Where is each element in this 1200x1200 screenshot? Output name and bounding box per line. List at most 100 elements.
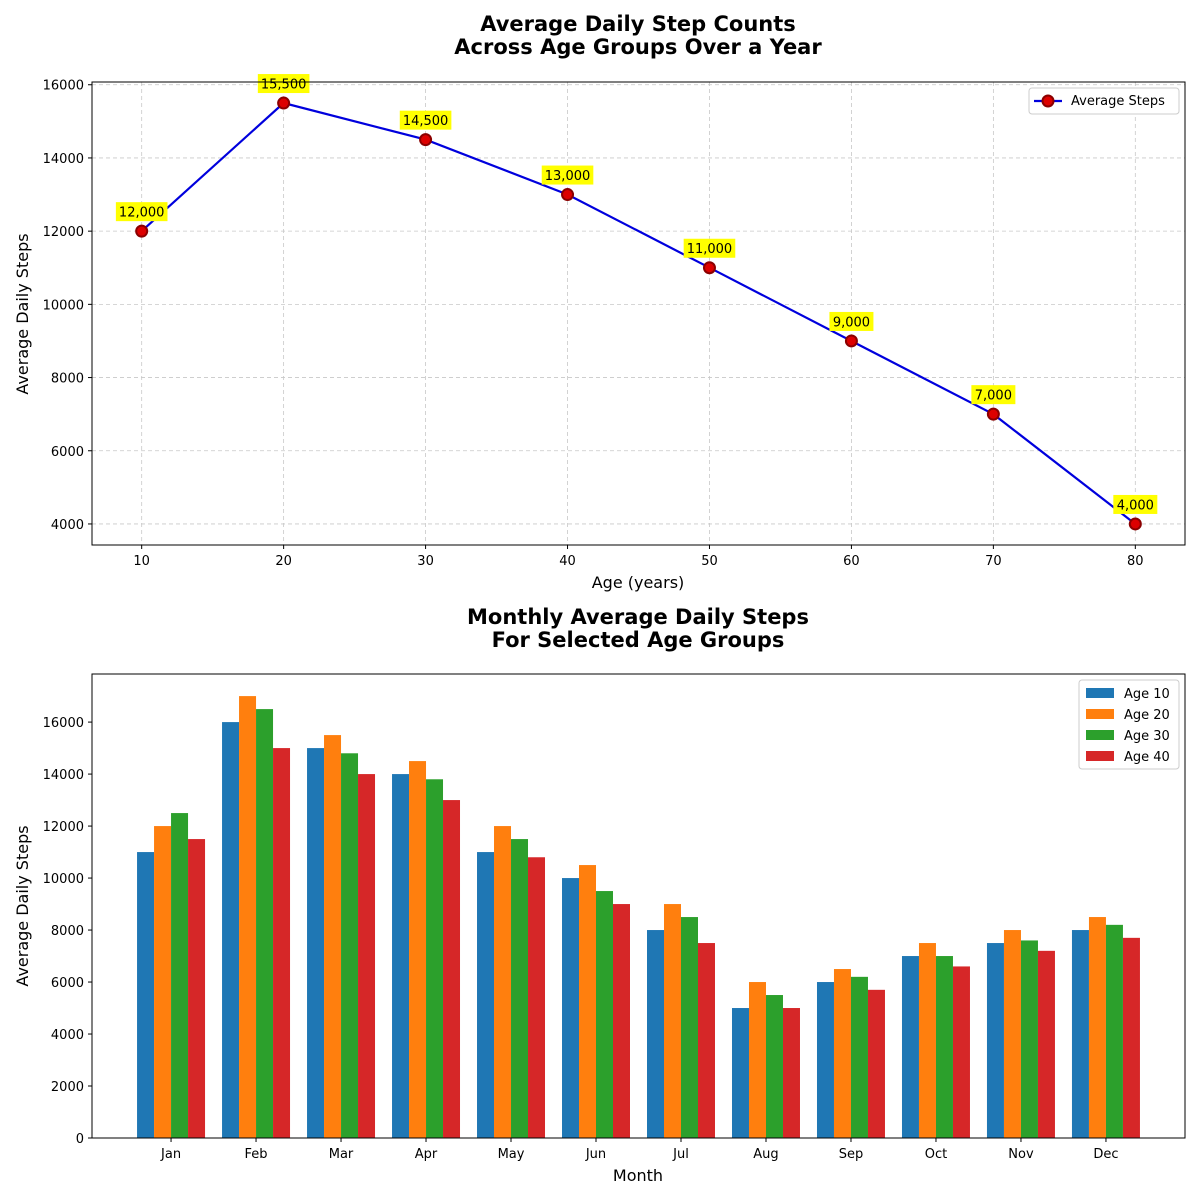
- annotation-box: [683, 238, 736, 258]
- bar: [613, 904, 631, 1138]
- bar: [188, 839, 206, 1138]
- legend-label-average-steps: Average Steps: [1071, 94, 1165, 109]
- annotation-box: [541, 165, 594, 185]
- x-tick-label: 80: [1127, 554, 1144, 569]
- legend-label: Age 30: [1124, 729, 1170, 744]
- line-chart-ticks: 10 20 30 40 50 60 70 80 4000 6000 8000 10000 12000 14…: [43, 79, 1144, 569]
- x-tick-label: Apr: [415, 1147, 438, 1162]
- y-tick-label: 4000: [51, 1028, 84, 1043]
- bar: [426, 779, 444, 1138]
- line-chart-frame: [91, 81, 1186, 546]
- x-tick-label: Aug: [753, 1147, 778, 1162]
- y-tick-label: 14000: [43, 152, 84, 167]
- line-chart-title-line1: Average Daily Step Counts: [480, 12, 796, 36]
- y-tick-label: 12000: [43, 820, 84, 835]
- y-tick-label: 6000: [51, 976, 84, 991]
- line-chart-legend: Average Steps: [1028, 87, 1180, 115]
- legend-frame: [1078, 679, 1180, 770]
- bar: [477, 852, 495, 1138]
- bar-chart-legend: Age 10 Age 20 Age 30 Age 40: [1078, 679, 1180, 770]
- data-label: 11,000: [687, 242, 733, 257]
- x-tick-label: 10: [133, 554, 150, 569]
- y-tick-label: 16000: [43, 79, 84, 94]
- x-tick-label: Jun: [585, 1147, 606, 1162]
- data-label: 14,500: [403, 114, 449, 129]
- bar: [596, 891, 614, 1138]
- data-point-marker: [702, 261, 716, 275]
- line-chart-title-line2: Across Age Groups Over a Year: [454, 35, 822, 59]
- series-line-average-steps: [140, 101, 1136, 525]
- bar: [443, 800, 461, 1138]
- bar: [1105, 924, 1123, 1138]
- y-tick-label: 16000: [43, 716, 84, 731]
- line-chart: Average Daily Step Counts Across Age Gro…: [13, 12, 1186, 592]
- bar: [511, 839, 529, 1138]
- bar: [239, 696, 257, 1138]
- bar: [765, 995, 783, 1138]
- bar: [392, 774, 410, 1138]
- data-point-marker: [561, 188, 575, 202]
- bar-chart-xlabel: Month: [613, 1166, 663, 1185]
- bar: [833, 969, 851, 1138]
- bar: [901, 956, 919, 1138]
- data-point-marker: [277, 96, 291, 110]
- bar: [935, 956, 953, 1138]
- bar: [528, 857, 546, 1138]
- bar: [154, 826, 172, 1138]
- y-tick-label: 2000: [51, 1080, 84, 1095]
- legend-swatch: [1086, 730, 1114, 740]
- bar: [1088, 917, 1106, 1138]
- x-tick-label: Dec: [1093, 1147, 1118, 1162]
- x-tick-label: 70: [985, 554, 1002, 569]
- y-tick-label: 12000: [43, 225, 84, 240]
- bar: [918, 943, 936, 1138]
- line-chart-markers: [135, 96, 1142, 531]
- data-label: 4,000: [1117, 498, 1154, 513]
- bar: [663, 904, 681, 1138]
- annotation-box: [1113, 494, 1158, 514]
- y-tick-label: 8000: [51, 924, 84, 939]
- data-label: 7,000: [975, 389, 1012, 404]
- bar: [1037, 950, 1055, 1138]
- bar: [952, 966, 970, 1138]
- x-tick-label: Mar: [329, 1147, 354, 1162]
- line-chart-grid: [92, 82, 1185, 545]
- annotation-box: [399, 110, 452, 130]
- bar-chart-ylabel: Average Daily Steps: [13, 825, 32, 986]
- y-tick-label: 10000: [43, 298, 84, 313]
- legend-frame: [1028, 87, 1180, 115]
- bar: [579, 865, 597, 1138]
- annotation-box: [971, 385, 1016, 405]
- legend-swatch: [1086, 688, 1114, 698]
- data-point-marker: [419, 133, 433, 147]
- bar: [986, 943, 1004, 1138]
- bar-chart: Monthly Average Daily Steps For Selected…: [13, 605, 1186, 1185]
- bar: [358, 774, 376, 1138]
- x-tick-label: May: [498, 1147, 525, 1162]
- bar: [697, 943, 715, 1138]
- x-tick-label: Jan: [160, 1147, 181, 1162]
- y-tick-label: 14000: [43, 768, 84, 783]
- y-tick-label: 6000: [51, 445, 84, 460]
- y-tick-label: 0: [76, 1132, 84, 1147]
- bar: [494, 826, 512, 1138]
- bar: [562, 878, 580, 1138]
- bar: [850, 976, 868, 1138]
- line-chart-annotations: 12,000 15,500 14,500 13,000 11,000 9,000 7,000…: [115, 74, 1158, 514]
- bar: [171, 813, 189, 1138]
- line-chart-ylabel: Average Daily Steps: [13, 233, 32, 394]
- annotation-box: [829, 311, 874, 331]
- x-tick-label: Feb: [245, 1147, 268, 1162]
- annotation-box: [257, 74, 310, 94]
- bar: [782, 1008, 800, 1138]
- bar: [307, 748, 325, 1138]
- bar: [256, 709, 274, 1138]
- bar: [816, 982, 834, 1138]
- x-tick-label: Oct: [925, 1147, 947, 1162]
- x-tick-label: 60: [843, 554, 860, 569]
- data-label: 12,000: [119, 206, 165, 221]
- legend-label: Age 40: [1124, 750, 1170, 765]
- data-point-marker: [135, 224, 149, 238]
- legend-marker-swatch: [1041, 94, 1055, 108]
